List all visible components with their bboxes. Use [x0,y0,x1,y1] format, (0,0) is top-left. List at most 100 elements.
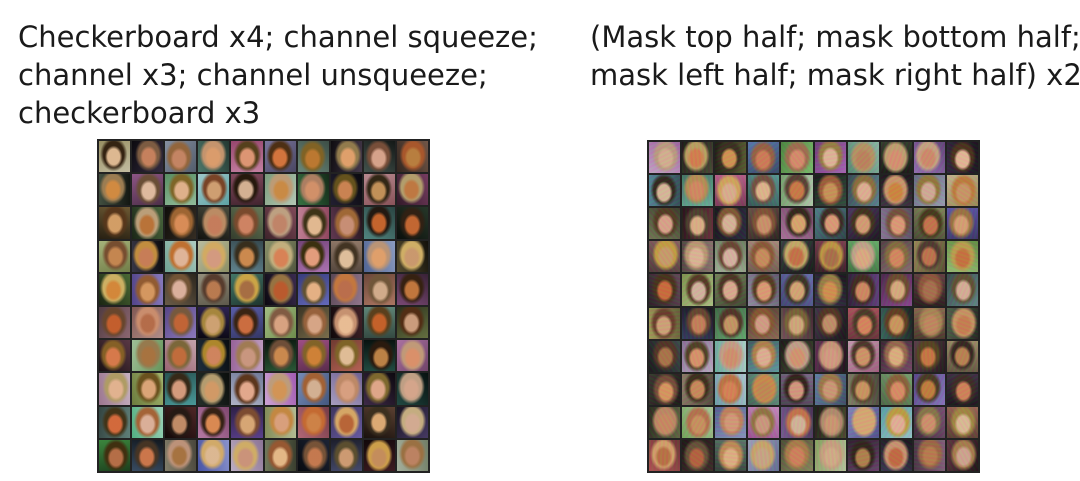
sample-face-thumbnail [231,406,263,438]
sample-face-thumbnail [99,340,131,372]
sample-face-thumbnail [198,373,230,405]
sample-face-thumbnail [715,142,747,174]
sample-face-thumbnail [682,307,714,339]
sample-face-thumbnail [297,273,329,305]
sample-face-thumbnail [847,208,879,240]
sample-face-thumbnail [231,439,263,471]
sample-face-thumbnail [363,141,395,173]
sample-face-thumbnail [297,240,329,272]
sample-face-thumbnail [198,439,230,471]
sample-face-thumbnail [99,307,131,339]
sample-face-thumbnail [297,174,329,206]
sample-face-thumbnail [165,340,197,372]
sample-face-thumbnail [297,439,329,471]
sample-face-thumbnail [814,307,846,339]
sample-face-thumbnail [748,373,780,405]
sample-face-thumbnail [297,406,329,438]
sample-face-thumbnail [946,208,978,240]
sample-face-thumbnail [880,175,912,207]
sample-face-thumbnail [264,373,296,405]
sample-face-thumbnail [165,273,197,305]
sample-face-thumbnail [649,439,681,471]
sample-face-thumbnail [363,373,395,405]
sample-face-thumbnail [748,439,780,471]
sample-face-thumbnail [396,373,428,405]
sample-face-thumbnail [946,142,978,174]
sample-face-thumbnail [363,406,395,438]
sample-face-thumbnail [264,439,296,471]
sample-face-thumbnail [396,141,428,173]
sample-face-thumbnail [649,175,681,207]
sample-face-thumbnail [264,240,296,272]
sample-face-thumbnail [649,208,681,240]
sample-face-thumbnail [132,340,164,372]
sample-face-thumbnail [330,207,362,239]
sample-face-thumbnail [682,406,714,438]
sample-face-thumbnail [649,307,681,339]
sample-face-thumbnail [814,373,846,405]
sample-face-thumbnail [363,240,395,272]
sample-face-thumbnail [946,406,978,438]
sample-face-thumbnail [946,241,978,273]
sample-face-thumbnail [880,340,912,372]
sample-face-thumbnail [781,373,813,405]
sample-face-thumbnail [748,340,780,372]
sample-face-thumbnail [748,241,780,273]
sample-face-thumbnail [913,175,945,207]
sample-face-thumbnail [132,273,164,305]
sample-face-thumbnail [297,307,329,339]
sample-face-thumbnail [132,439,164,471]
sample-face-thumbnail [99,406,131,438]
sample-face-thumbnail [231,340,263,372]
sample-face-thumbnail [682,142,714,174]
sample-face-thumbnail [682,340,714,372]
sample-face-thumbnail [231,373,263,405]
sample-face-thumbnail [814,175,846,207]
sample-face-thumbnail [682,241,714,273]
sample-face-thumbnail [781,274,813,306]
sample-face-thumbnail [748,406,780,438]
sample-face-thumbnail [946,340,978,372]
sample-face-thumbnail [330,340,362,372]
sample-face-thumbnail [99,174,131,206]
sample-face-thumbnail [165,439,197,471]
sample-face-thumbnail [264,406,296,438]
sample-face-thumbnail [330,141,362,173]
left-caption-line-2: channel x3; channel unsqueeze; [18,58,488,92]
sample-face-thumbnail [715,439,747,471]
sample-face-thumbnail [814,208,846,240]
sample-face-thumbnail [913,142,945,174]
sample-face-thumbnail [880,142,912,174]
sample-face-thumbnail [748,307,780,339]
sample-face-thumbnail [649,406,681,438]
sample-face-thumbnail [198,307,230,339]
sample-face-thumbnail [264,273,296,305]
sample-face-thumbnail [165,141,197,173]
sample-face-thumbnail [264,174,296,206]
sample-face-thumbnail [99,207,131,239]
sample-face-thumbnail [913,373,945,405]
sample-face-thumbnail [165,307,197,339]
sample-face-thumbnail [231,207,263,239]
sample-face-thumbnail [715,175,747,207]
sample-face-thumbnail [913,307,945,339]
sample-face-thumbnail [814,241,846,273]
right-caption: (Mask top half; mask bottom half; mask l… [590,18,1080,94]
sample-face-thumbnail [132,406,164,438]
sample-face-thumbnail [814,274,846,306]
sample-face-thumbnail [847,241,879,273]
sample-face-thumbnail [781,439,813,471]
sample-face-thumbnail [231,273,263,305]
sample-face-thumbnail [814,340,846,372]
right-sample-grid [647,140,980,473]
left-caption-line-3: checkerboard x3 [18,96,261,130]
sample-face-thumbnail [913,439,945,471]
sample-face-thumbnail [814,406,846,438]
right-caption-line-1: (Mask top half; mask bottom half; [590,20,1080,54]
sample-face-thumbnail [198,174,230,206]
sample-face-thumbnail [396,207,428,239]
sample-face-thumbnail [396,174,428,206]
sample-face-thumbnail [847,340,879,372]
sample-face-thumbnail [330,373,362,405]
sample-face-thumbnail [99,240,131,272]
